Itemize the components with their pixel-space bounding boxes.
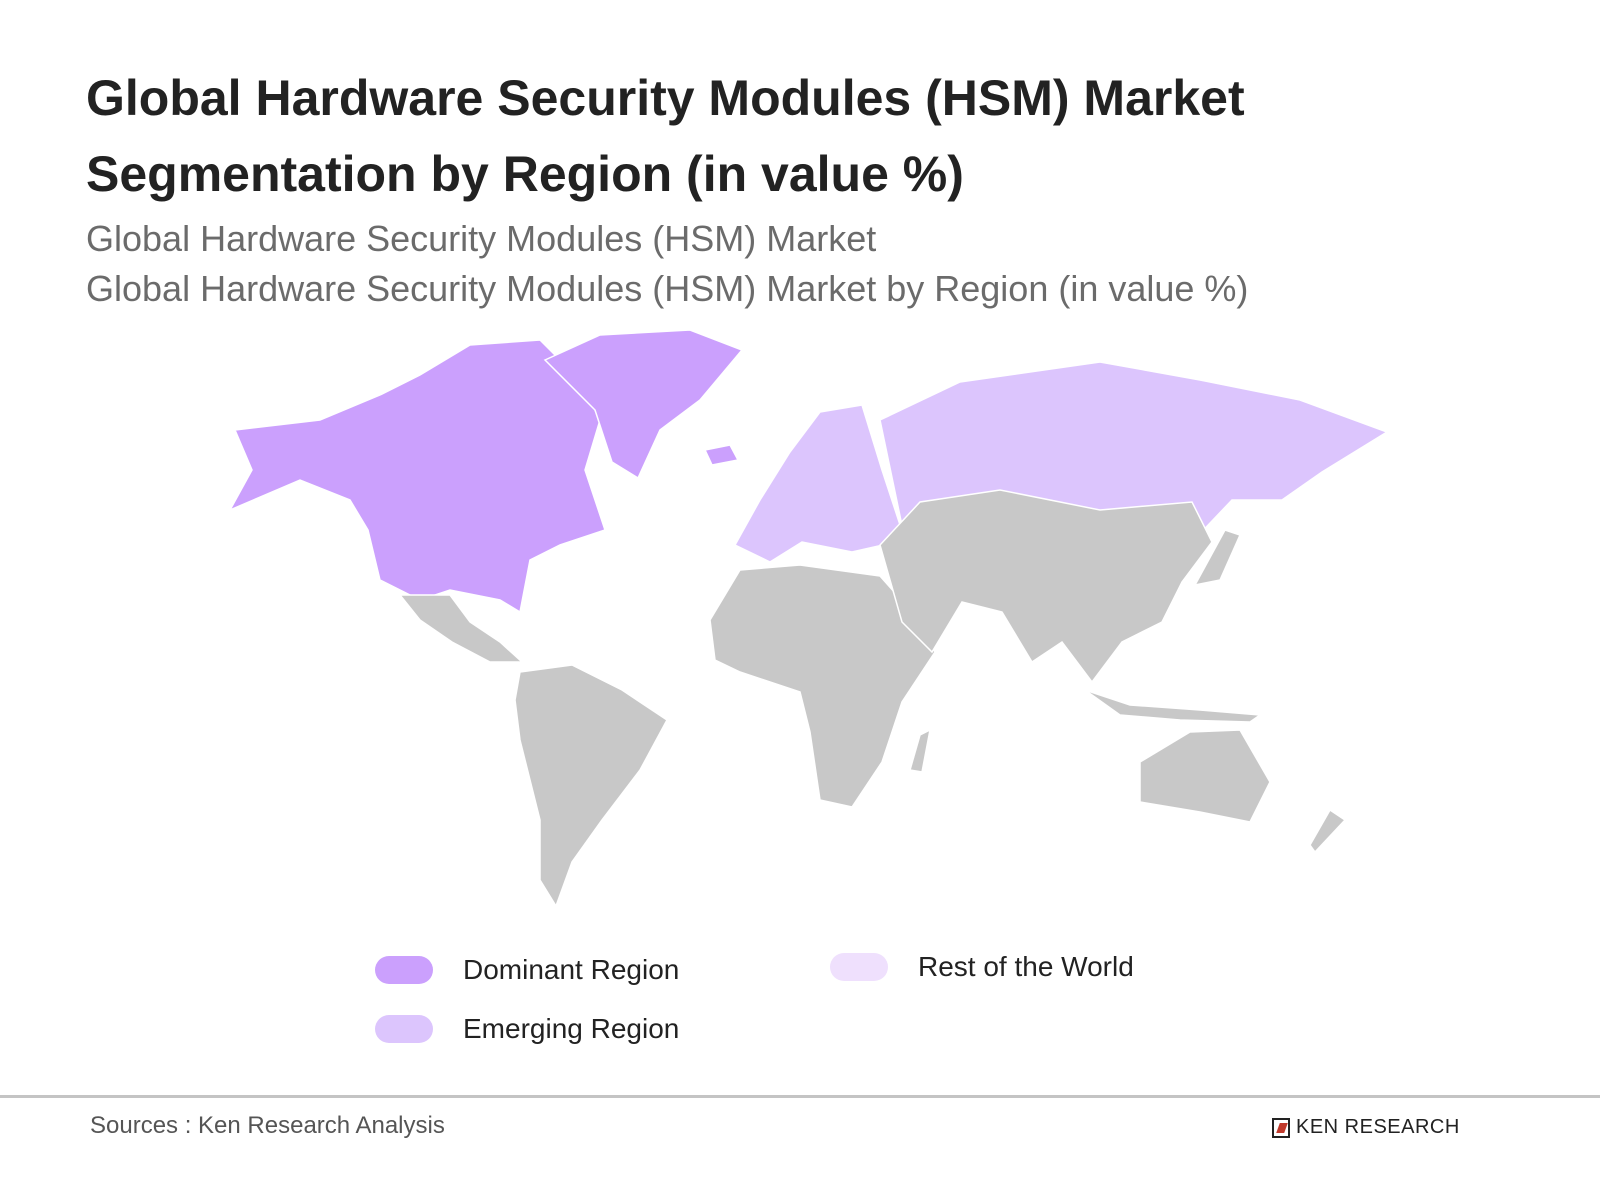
logo-text: KEN RESEARCH: [1296, 1116, 1460, 1138]
logo-mark-icon: [1272, 1117, 1290, 1138]
subtitle-1: Global Hardware Security Modules (HSM) M…: [86, 218, 877, 259]
region-asia: [879, 489, 1213, 684]
ken-research-logo: KEN RESEARCH: [1272, 1116, 1460, 1139]
region-japan: [1193, 529, 1242, 587]
legend-swatch: [375, 1015, 433, 1043]
region-australia: [1139, 729, 1271, 823]
legend-label: Emerging Region: [463, 1013, 680, 1044]
region-europe: [733, 404, 906, 563]
footer-divider: [0, 1095, 1600, 1098]
legend-swatch: [830, 953, 888, 981]
legend-rest: Rest of the World: [830, 951, 1134, 983]
region-iceland: [703, 444, 740, 466]
region-new-zealand: [1309, 808, 1347, 854]
region-mexico-central-america: [398, 594, 524, 663]
region-africa: [709, 564, 936, 808]
region-madagascar: [909, 728, 932, 773]
page-title: Global Hardware Security Modules (HSM) M…: [86, 70, 1245, 202]
world-map: [228, 329, 1389, 908]
source-note: Sources : Ken Research Analysis: [90, 1112, 445, 1139]
subtitle-2: Global Hardware Security Modules (HSM) M…: [86, 268, 1249, 309]
legend-label: Rest of the World: [918, 951, 1134, 982]
legend-label: Dominant Region: [463, 954, 680, 985]
legend-swatch: [375, 956, 433, 984]
region-north-america: [228, 339, 606, 614]
region-south-america: [514, 664, 668, 908]
legend-emerging: Emerging Region: [375, 1013, 679, 1045]
legend-dominant: Dominant Region: [375, 954, 679, 986]
region-indonesia: [1084, 689, 1263, 723]
region-greenland: [543, 329, 744, 480]
